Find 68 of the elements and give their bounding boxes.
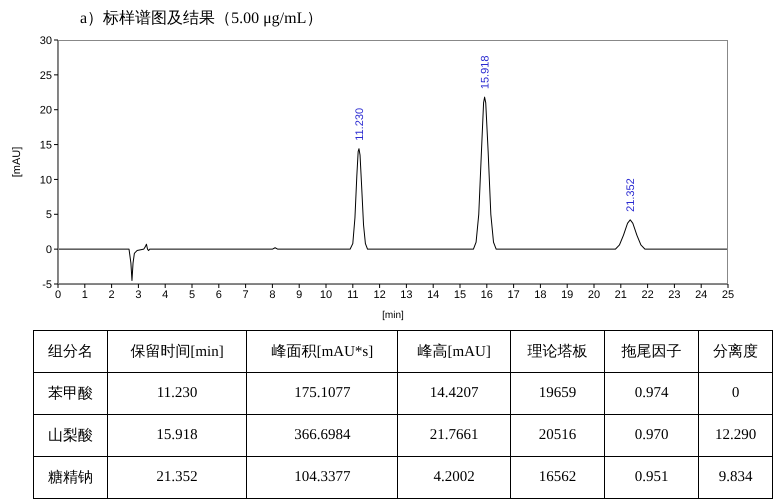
x-tick-label: 6 xyxy=(216,288,222,301)
text: 0 xyxy=(732,385,740,401)
x-tick-label: 11 xyxy=(347,288,359,301)
text: 20516 xyxy=(538,427,576,443)
text: 4.2002 xyxy=(434,469,475,485)
x-tick-label: 23 xyxy=(668,288,681,301)
x-tick-label: 2 xyxy=(108,288,115,301)
text: 21.7661 xyxy=(430,427,479,443)
x-tick-label: 24 xyxy=(695,288,708,301)
category-label: 分离度 xyxy=(698,330,772,372)
x-tick-label: 1 xyxy=(82,288,88,301)
x-tick-label: 15 xyxy=(454,288,466,301)
x-tick-label: 13 xyxy=(400,288,413,301)
text: 175.1077 xyxy=(294,385,351,401)
x-tick-label: 25 xyxy=(722,288,734,301)
chart-title: a）标样谱图及结果（5.00 μg/mL） xyxy=(80,8,324,29)
y-tick-label: 0 xyxy=(46,244,52,256)
text: 19659 xyxy=(538,385,576,401)
y-tick-label: 5 xyxy=(46,209,52,222)
text: 11.230 xyxy=(156,385,198,401)
x-tick-label: 10 xyxy=(320,288,332,301)
y-tick-label: 25 xyxy=(40,70,52,82)
y-tick-label: 15 xyxy=(40,139,52,152)
y-tick-label: 10 xyxy=(40,174,52,186)
text: 组分名 xyxy=(34,330,108,372)
annotation: 11.230 xyxy=(354,108,366,141)
x-tick-label: 5 xyxy=(188,288,196,301)
annotation: 21.352 xyxy=(625,178,638,212)
x-tick-label: 18 xyxy=(534,288,547,301)
category-label: 峰高[mAU] xyxy=(398,330,510,372)
y-tick-label: -5 xyxy=(42,278,52,291)
x-tick-label: 17 xyxy=(507,288,520,301)
x-tick-label: 20 xyxy=(588,288,600,301)
x-tick-label: 7 xyxy=(242,288,249,301)
x-tick-label: 3 xyxy=(135,288,142,301)
x-tick-label: 19 xyxy=(561,288,574,301)
annotation: 15.918 xyxy=(480,56,492,90)
category-label: 苯甲酸 xyxy=(48,386,93,402)
x-tick-label: 8 xyxy=(269,288,276,301)
text: 15.918 xyxy=(156,427,198,443)
x-tick-label: 4 xyxy=(162,288,168,301)
y-tick-label: 30 xyxy=(40,34,52,47)
category-label: 糖精钠 xyxy=(48,470,93,486)
text: 12.290 xyxy=(714,427,756,443)
x-tick-label: 22 xyxy=(641,288,654,301)
text: 9.834 xyxy=(718,469,752,485)
text: 366.6984 xyxy=(294,427,351,443)
y-axis-title: [mAU] xyxy=(10,146,23,178)
x-tick-label: 21 xyxy=(614,288,627,301)
x-tick-label: 14 xyxy=(427,288,440,301)
text: 0.951 xyxy=(634,469,669,485)
y-tick-label: 20 xyxy=(40,104,52,117)
category-label: 山梨酸 xyxy=(48,428,93,444)
category-label: 理论塔板 xyxy=(510,330,605,372)
text: 14.4207 xyxy=(430,385,479,401)
x-tick-label: 9 xyxy=(296,288,302,301)
text: 104.3377 xyxy=(294,469,351,485)
text: 21.352 xyxy=(156,469,198,485)
category-label: 保留时间[min] xyxy=(107,330,247,372)
x-tick-label: 16 xyxy=(480,288,493,301)
text: 16562 xyxy=(538,469,576,485)
x-axis-title: [min] xyxy=(382,310,404,321)
text: 0.970 xyxy=(634,427,669,443)
text: 0.974 xyxy=(634,385,669,401)
category-label: 拖尾因子 xyxy=(604,330,699,372)
x-tick-label: 12 xyxy=(373,288,386,301)
category-label: 峰面积[mAU*s] xyxy=(246,330,398,372)
x-tick-label: 0 xyxy=(54,288,62,301)
